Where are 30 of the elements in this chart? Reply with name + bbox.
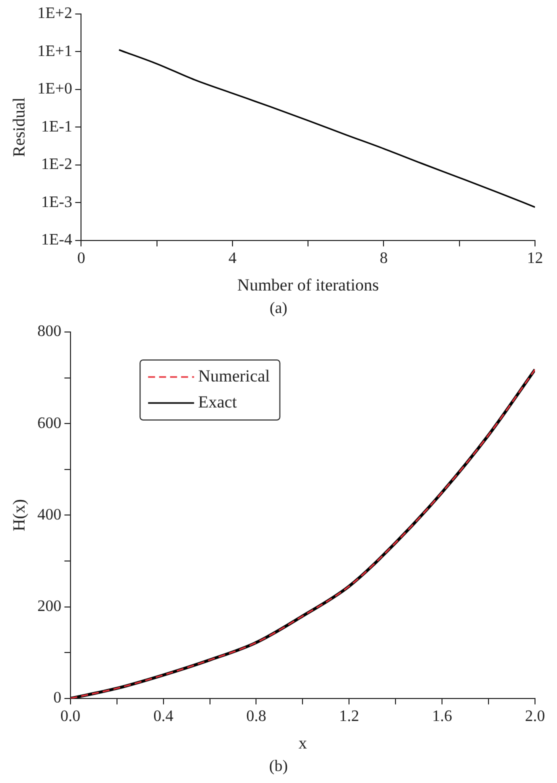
y-tick-label: 1E+0: [37, 80, 72, 98]
y-tick-label: 1E+2: [37, 5, 72, 22]
x-tick-label: 0: [77, 250, 86, 268]
y-axis-title: H(x): [10, 499, 29, 532]
x-axis-title: x: [298, 733, 308, 752]
x-tick-label: 0.8: [246, 708, 266, 726]
x-tick-label: 4: [228, 250, 236, 268]
legend-label: Exact: [198, 392, 238, 412]
text: (b): [268, 758, 289, 776]
y-tick-label: 800: [37, 323, 62, 340]
y-tick-label: 600: [37, 414, 62, 432]
x-tick-label: 1.2: [339, 708, 360, 726]
y-tick-label: 400: [37, 506, 62, 524]
legend-label: Numerical: [198, 366, 270, 386]
y-axis-title: Residual: [10, 97, 29, 157]
x-tick-label: 0.0: [60, 708, 80, 726]
x-tick-label: 8: [380, 250, 388, 268]
x-tick-label: 12: [527, 250, 543, 268]
text: (a): [268, 300, 288, 318]
y-tick-label: 1E-3: [41, 194, 72, 211]
x-tick-label: 2.0: [525, 708, 545, 726]
x-axis-title: Number of iterations: [237, 275, 379, 294]
y-tick-label: 1E-1: [41, 118, 72, 136]
y-tick-label: 1E+1: [37, 42, 72, 60]
y-tick-label: 0: [53, 690, 62, 707]
y-tick-label: 1E-2: [41, 156, 72, 174]
y-tick-label: 200: [37, 598, 62, 616]
x-tick-label: 1.6: [432, 708, 452, 726]
x-tick-label: 0.4: [153, 708, 174, 726]
y-tick-label: 1E-4: [41, 232, 72, 249]
